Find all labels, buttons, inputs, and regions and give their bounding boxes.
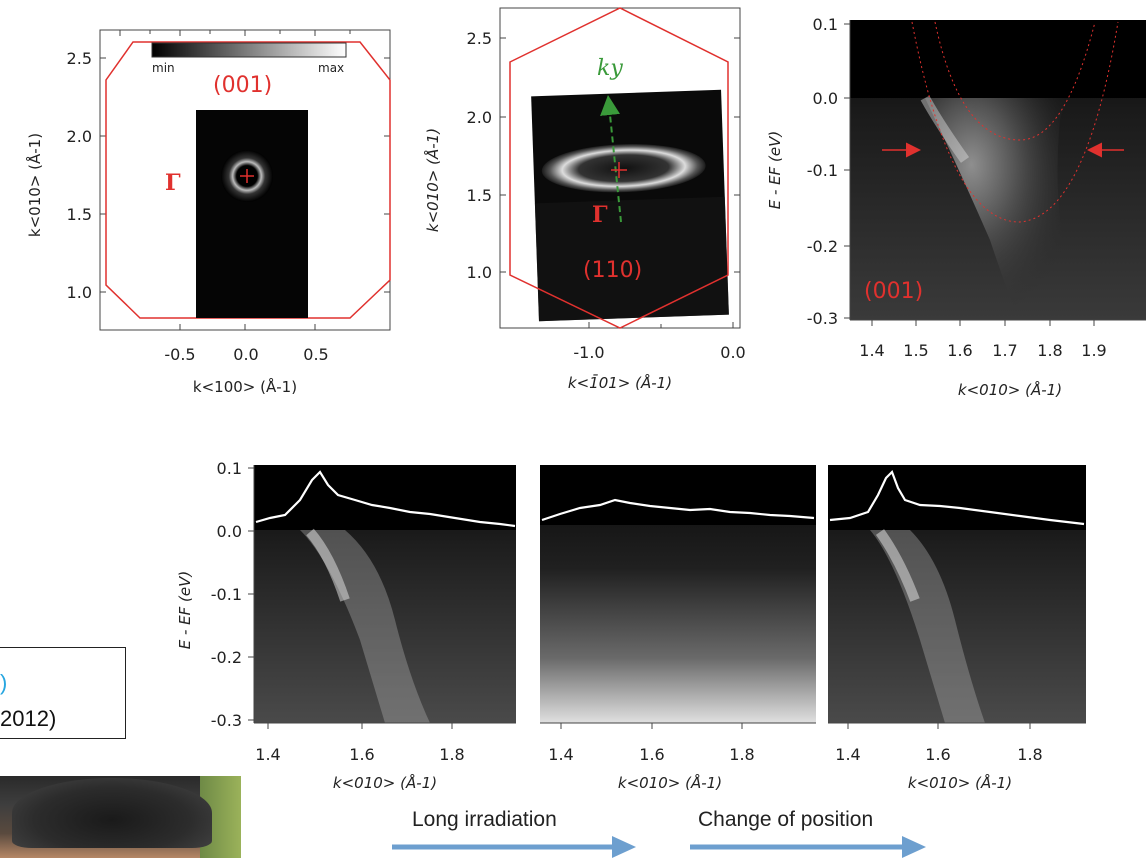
bottom-ytick-4: -0.3: [211, 711, 242, 730]
bottom-b-xtick-0: 1.4: [548, 745, 573, 764]
panel-110-fermi-ellipse: [541, 144, 706, 193]
disp-ytick-1: 0.0: [813, 89, 838, 108]
bottom-b-xtick-2: 1.8: [729, 745, 754, 764]
p001-xtick-1: 0.0: [233, 345, 258, 364]
disp-ylabel: E - EF (eV): [766, 131, 784, 210]
colorbar-max-label: max: [318, 61, 344, 75]
bottom-panel-a: [254, 465, 516, 723]
bottom-ytick-3: -0.2: [211, 648, 242, 667]
p110-xtick-1: 0.0: [720, 343, 745, 362]
bottom-a-xtick-0: 1.4: [255, 745, 280, 764]
panel-001-gamma-label: Γ: [165, 170, 181, 196]
disp-xtick-1: 1.5: [903, 341, 928, 360]
bottom-row: 0.1 0.0 -0.1 -0.2 -0.3 E - EF (eV) 1.4 1…: [176, 459, 1086, 858]
panel-001-region-label: (001): [213, 73, 272, 98]
bottom-b-xlabel: k<010> (Å-1): [618, 773, 722, 792]
change-position-arrowhead: [902, 836, 926, 858]
panel-001-ticks: [100, 30, 390, 330]
p001-ylabel: k<010> (Å-1): [25, 133, 44, 237]
bottom-ylabel: E - EF (eV): [176, 571, 194, 650]
dispersion-above-ef: [850, 20, 1146, 98]
dispersion-band-v: [925, 98, 1080, 320]
panel-dispersion: (001) 0.1 0.0 -0.1 -0.2 -0.3 1.4 1.5 1.6…: [766, 15, 1146, 399]
p001-ytick-2: 1.5: [67, 205, 92, 224]
p001-xtick-2: 0.5: [303, 345, 328, 364]
panel-110-gamma-label: Γ: [592, 202, 608, 228]
bottom-panel-b: [540, 465, 816, 723]
colorbar-min-label: min: [152, 61, 175, 75]
citation-year: 2012): [0, 706, 57, 731]
dispersion-region-label: (001): [864, 279, 923, 304]
panel-001-fermi-map: min max (001) Γ 2.5 2.0 1.5 1.0 -0.5 0.0…: [25, 29, 391, 396]
bottom-panel-c: [828, 465, 1086, 723]
disp-ytick-4: -0.3: [807, 309, 838, 328]
disp-xtick-4: 1.8: [1037, 341, 1062, 360]
bottom-b-xtick-1: 1.6: [639, 745, 664, 764]
long-irradiation-arrowhead: [612, 836, 636, 858]
panel-110-ticks: [500, 37, 740, 328]
p110-ytick-2: 1.5: [467, 186, 492, 205]
p001-ytick-3: 1.0: [67, 283, 92, 302]
bottom-ytick-0: 0.1: [217, 459, 242, 478]
panel-001-intensity-image: [196, 110, 308, 318]
portrait-hair: [12, 778, 212, 848]
p001-ytick-1: 2.0: [67, 127, 92, 146]
disp-xtick-3: 1.7: [992, 341, 1017, 360]
disp-ytick-3: -0.2: [807, 237, 838, 256]
panel-110-fermi-map: ky Γ (110) 2.5 2.0 1.5 1.0 -1.0 0.0 k<1̄…: [423, 7, 746, 392]
dispersion-parabola-inner: [934, 21, 1096, 141]
bottom-c-xlabel: k<010> (Å-1): [908, 773, 1012, 792]
p110-xlabel: k<1̄01> (Å-1): [568, 373, 672, 392]
bottom-a-xtick-2: 1.8: [439, 745, 464, 764]
long-irradiation-caption: Long irradiation: [412, 808, 557, 831]
disp-ytick-2: -0.1: [807, 161, 838, 180]
bottom-c-edc-curve: [829, 470, 1085, 526]
panel-001-brillouin-zone: [105, 41, 391, 319]
panel-110-brillouin-zone: [509, 7, 729, 329]
bottom-a-xlabel: k<010> (Å-1): [333, 773, 437, 792]
p110-xtick-0: -1.0: [573, 343, 604, 362]
bottom-ytick-1: 0.0: [217, 522, 242, 541]
disp-ytick-0: 0.1: [813, 15, 838, 34]
panel-110-region-label: (110): [583, 258, 642, 283]
panel-001-colorbar: [151, 42, 347, 58]
disp-xtick-5: 1.9: [1081, 341, 1106, 360]
p001-xtick-0: -0.5: [164, 345, 195, 364]
p001-xlabel: k<100> (Å-1): [193, 377, 297, 396]
disp-xlabel: k<010> (Å-1): [958, 380, 1062, 399]
p001-ytick-0: 2.5: [67, 49, 92, 68]
bottom-b-edc-curve: [541, 498, 815, 522]
change-position-caption: Change of position: [698, 808, 874, 831]
p110-ytick-0: 2.5: [467, 29, 492, 48]
bottom-a-xtick-1: 1.6: [349, 745, 374, 764]
bottom-a-edc-curve: [255, 470, 516, 528]
panel-110-ky-label: ky: [597, 56, 623, 81]
citation-box: [0, 647, 126, 739]
bottom-ytick-2: -0.1: [211, 585, 242, 604]
citation-bullet: ): [0, 670, 8, 695]
bottom-c-xtick-1: 1.6: [925, 745, 950, 764]
p110-ytick-1: 2.0: [467, 108, 492, 127]
bottom-c-xtick-2: 1.8: [1017, 745, 1042, 764]
p110-ytick-3: 1.0: [467, 263, 492, 282]
p110-ylabel: k<010> (Å-1): [423, 128, 442, 232]
disp-xtick-2: 1.6: [947, 341, 972, 360]
disp-xtick-0: 1.4: [859, 341, 884, 360]
bottom-c-xtick-0: 1.4: [835, 745, 860, 764]
